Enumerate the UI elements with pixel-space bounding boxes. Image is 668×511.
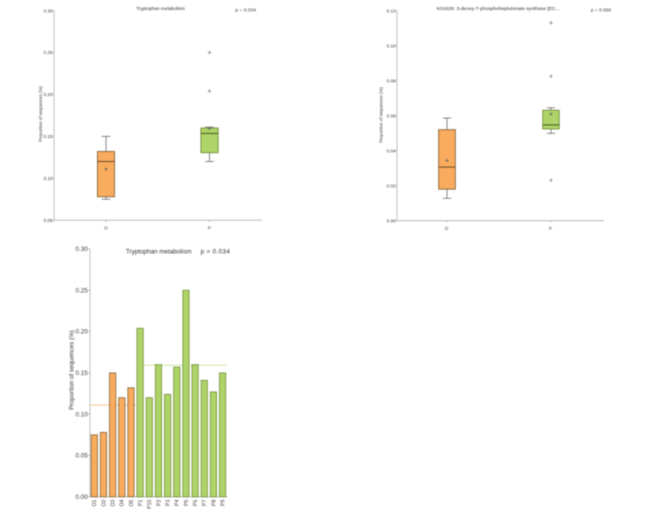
svg-text:O4: O4 — [120, 499, 126, 506]
svg-text:p = 0.050: p = 0.050 — [591, 7, 612, 12]
svg-text:K01626: 3-deoxy-7-phosphoheptu: K01626: 3-deoxy-7-phosphoheptulonate syn… — [437, 6, 560, 12]
svg-text:0.02: 0.02 — [387, 183, 396, 188]
svg-text:P7: P7 — [202, 499, 208, 505]
svg-text:Tryptophan metabolism: Tryptophan metabolism — [136, 6, 185, 11]
svg-text:P3: P3 — [166, 499, 172, 505]
svg-text:O: O — [104, 226, 108, 231]
svg-text:Tryptophan metabolism: Tryptophan metabolism — [126, 248, 192, 255]
svg-text:0.05: 0.05 — [44, 218, 53, 223]
svg-text:O1: O1 — [92, 499, 98, 506]
svg-text:0.15: 0.15 — [76, 370, 89, 377]
svg-text:0.20: 0.20 — [44, 92, 53, 97]
svg-text:Proportion of sequences (%): Proportion of sequences (%) — [38, 86, 43, 142]
svg-text:0.25: 0.25 — [44, 50, 53, 55]
svg-text:P9: P9 — [221, 499, 227, 505]
svg-text:0.30: 0.30 — [76, 246, 89, 253]
svg-text:O3: O3 — [111, 499, 117, 506]
svg-text:0.08: 0.08 — [387, 78, 396, 83]
svg-text:P: P — [549, 226, 552, 231]
svg-text:P10: P10 — [147, 499, 153, 508]
svg-text:P: P — [208, 226, 211, 231]
svg-text:0.04: 0.04 — [387, 148, 396, 153]
svg-text:0.15: 0.15 — [44, 134, 53, 139]
svg-text:P4: P4 — [175, 499, 181, 505]
svg-text:P8: P8 — [211, 499, 217, 505]
svg-text:0.25: 0.25 — [76, 287, 89, 294]
svg-text:p = 0.034: p = 0.034 — [201, 249, 231, 256]
svg-text:Proportion of sequences (%): Proportion of sequences (%) — [69, 330, 76, 410]
svg-text:O2: O2 — [101, 499, 107, 506]
svg-text:0.10: 0.10 — [76, 411, 89, 418]
svg-text:P2: P2 — [156, 499, 162, 505]
svg-text:0.06: 0.06 — [387, 113, 396, 118]
svg-text:Proportion of sequences (%): Proportion of sequences (%) — [378, 87, 383, 143]
svg-text:O5: O5 — [129, 499, 135, 506]
svg-text:0.05: 0.05 — [76, 453, 89, 460]
svg-text:0.00: 0.00 — [387, 218, 396, 223]
svg-text:O: O — [445, 226, 449, 231]
svg-text:0.12: 0.12 — [387, 8, 396, 13]
svg-text:0.30: 0.30 — [44, 8, 53, 13]
svg-text:0.00: 0.00 — [76, 494, 89, 501]
svg-text:0.10: 0.10 — [387, 43, 396, 48]
svg-text:P1: P1 — [138, 499, 144, 505]
svg-text:p = 0.034: p = 0.034 — [235, 7, 256, 12]
svg-text:P5: P5 — [184, 499, 190, 505]
svg-text:P6: P6 — [193, 499, 199, 505]
svg-text:0.10: 0.10 — [44, 176, 53, 181]
svg-text:0.20: 0.20 — [76, 329, 89, 336]
